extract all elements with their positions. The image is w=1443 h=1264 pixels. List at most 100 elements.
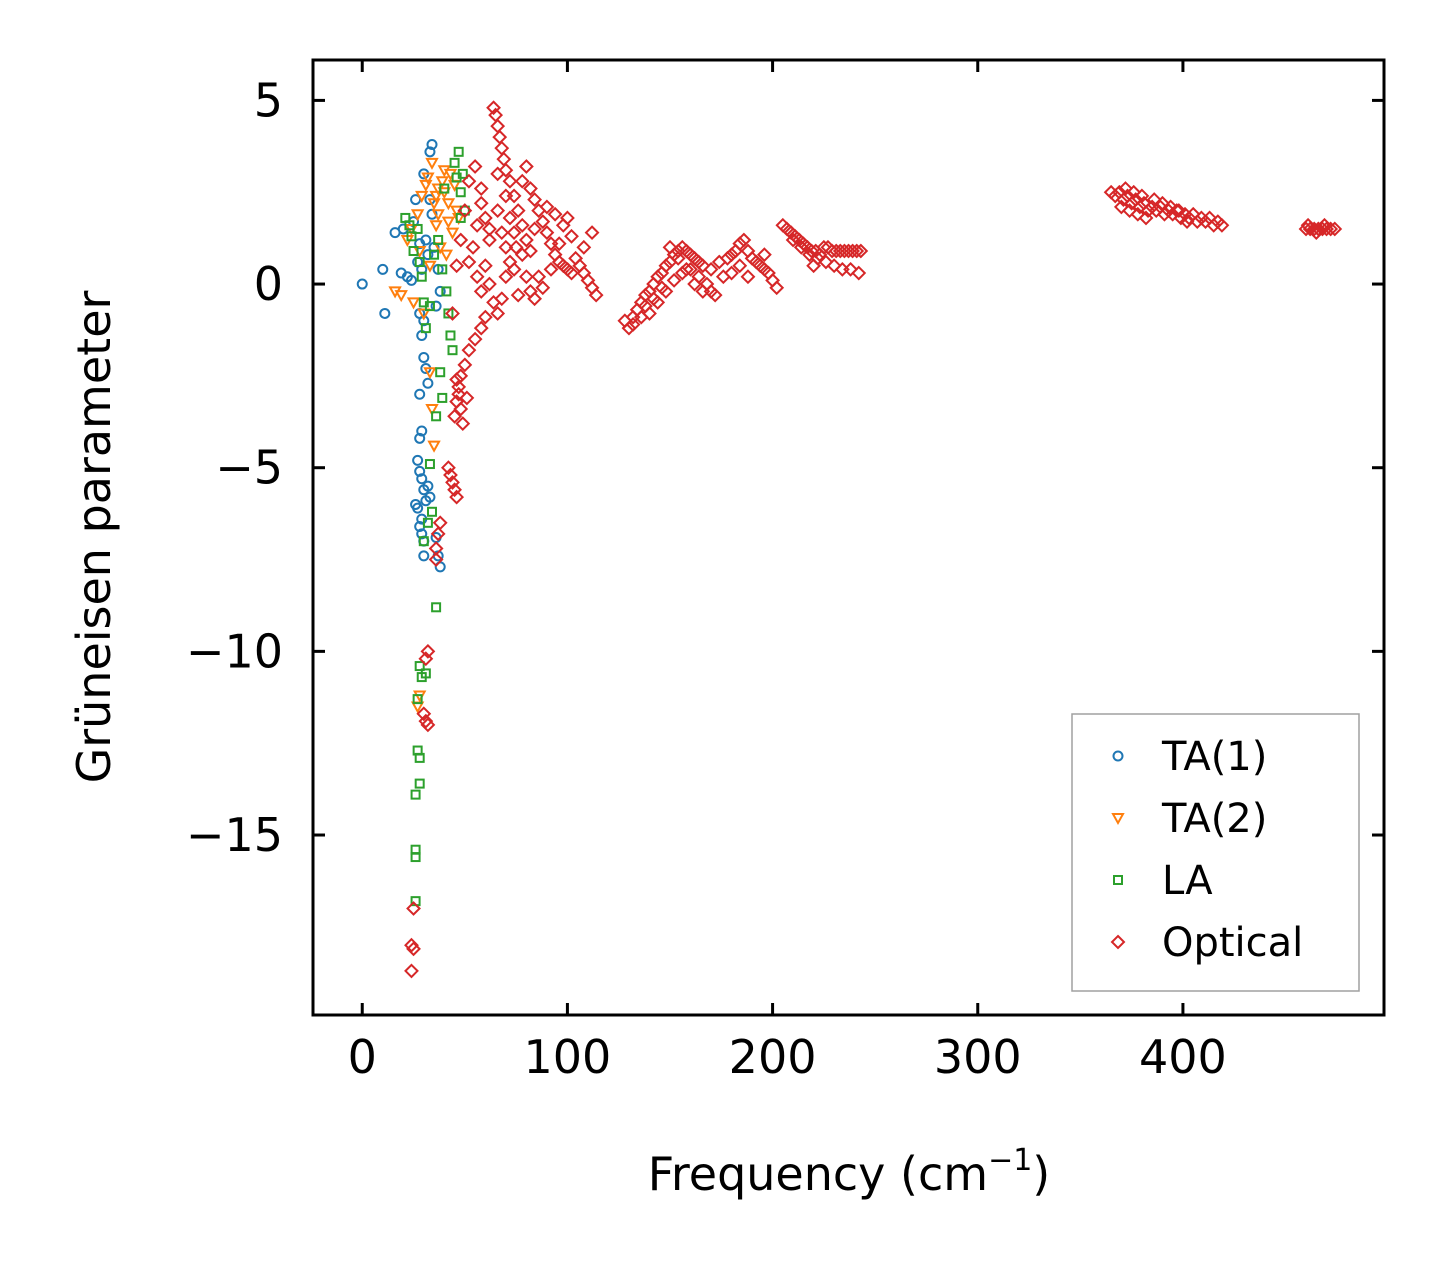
point-optical <box>853 243 869 259</box>
point-la <box>453 146 464 157</box>
point-optical <box>482 232 497 248</box>
point-optical <box>535 214 551 230</box>
point-optical <box>576 239 592 255</box>
legend-marker-optical <box>1110 934 1126 950</box>
y-tick-label: 0 <box>254 257 283 311</box>
point-optical <box>1179 214 1195 230</box>
point-ta-2 <box>423 260 437 273</box>
point-optical <box>666 272 682 288</box>
point-optical <box>539 199 555 215</box>
point-optical <box>467 159 483 174</box>
point-ta-2 <box>425 157 439 170</box>
point-optical <box>1107 188 1123 204</box>
legend-label-optical: Optical <box>1162 920 1303 966</box>
point-la <box>410 789 421 800</box>
point-ta-1 <box>356 278 368 290</box>
point-optical <box>1130 206 1146 222</box>
point-la <box>429 249 440 260</box>
point-optical <box>490 203 506 219</box>
point-ta-2 <box>410 209 425 222</box>
point-ta-2 <box>394 290 408 303</box>
point-ta-2 <box>417 308 431 321</box>
point-optical <box>490 306 506 321</box>
point-optical <box>736 232 752 248</box>
point-optical <box>473 195 489 211</box>
point-optical <box>510 203 526 219</box>
point-optical <box>732 236 748 252</box>
point-optical <box>518 159 534 174</box>
point-optical <box>514 247 530 263</box>
point-optical <box>1171 203 1187 219</box>
point-optical <box>447 408 462 424</box>
point-ta-1 <box>420 234 432 246</box>
point-optical <box>584 225 600 241</box>
point-optical <box>1116 192 1131 207</box>
point-optical <box>477 309 493 325</box>
point-optical <box>543 261 559 277</box>
point-optical <box>445 306 460 321</box>
point-optical <box>551 236 567 252</box>
y-tick-label: −5 <box>215 441 283 495</box>
point-ta-1 <box>424 146 436 158</box>
point-la <box>449 157 460 168</box>
point-optical <box>430 526 446 542</box>
point-ta-1 <box>418 352 430 364</box>
point-optical <box>670 250 686 266</box>
point-optical <box>724 247 739 263</box>
point-optical <box>804 243 819 259</box>
y-tick-label: 5 <box>254 73 283 127</box>
point-la <box>418 536 429 547</box>
point-la <box>443 308 454 319</box>
x-tick-label: 400 <box>1139 1030 1227 1084</box>
point-ta-2 <box>429 220 443 233</box>
point-optical <box>1300 217 1316 233</box>
point-optical <box>404 963 419 979</box>
point-ta-1 <box>410 498 422 510</box>
point-optical <box>502 210 518 226</box>
point-optical <box>633 309 649 325</box>
point-optical <box>473 283 489 299</box>
point-optical <box>469 269 485 285</box>
point-ta-1 <box>416 473 428 485</box>
legend: TA(1) TA(2) LA Optical <box>1071 713 1360 992</box>
point-optical <box>443 467 458 483</box>
point-optical <box>687 276 703 292</box>
point-la <box>437 392 448 403</box>
y-axis-title: Grüneisen parameter <box>67 290 121 783</box>
point-la <box>414 257 425 268</box>
point-optical <box>1198 214 1213 230</box>
point-ta-2 <box>445 227 460 240</box>
point-ta-2 <box>437 165 452 178</box>
point-optical <box>683 261 698 277</box>
point-optical <box>508 239 524 255</box>
point-optical <box>518 232 534 248</box>
point-optical <box>469 217 485 233</box>
point-optical <box>720 250 735 266</box>
points-layer <box>356 100 1343 979</box>
point-ta-2 <box>429 190 443 203</box>
point-optical <box>453 401 469 417</box>
x-tick-label: 100 <box>524 1030 612 1084</box>
point-optical <box>518 269 534 285</box>
point-optical <box>428 552 444 567</box>
point-ta-2 <box>421 172 435 185</box>
point-optical <box>1132 199 1148 215</box>
y-tick-label: −10 <box>186 624 283 678</box>
point-optical <box>498 269 514 285</box>
legend-items: TA(1) TA(2) LA Optical <box>1110 734 1303 966</box>
point-optical <box>506 225 522 241</box>
point-optical <box>449 258 465 274</box>
point-ta-1 <box>377 263 389 275</box>
point-ta-1 <box>405 274 417 286</box>
point-ta-1 <box>414 465 426 477</box>
point-la <box>459 205 470 216</box>
legend-label-ta-2: TA(2) <box>1161 796 1267 842</box>
point-ta-1 <box>430 300 442 312</box>
point-ta-2 <box>441 198 456 211</box>
point-optical <box>418 713 434 729</box>
point-optical <box>732 258 748 274</box>
point-optical <box>494 225 510 241</box>
point-la <box>408 246 419 256</box>
point-optical <box>785 232 801 248</box>
